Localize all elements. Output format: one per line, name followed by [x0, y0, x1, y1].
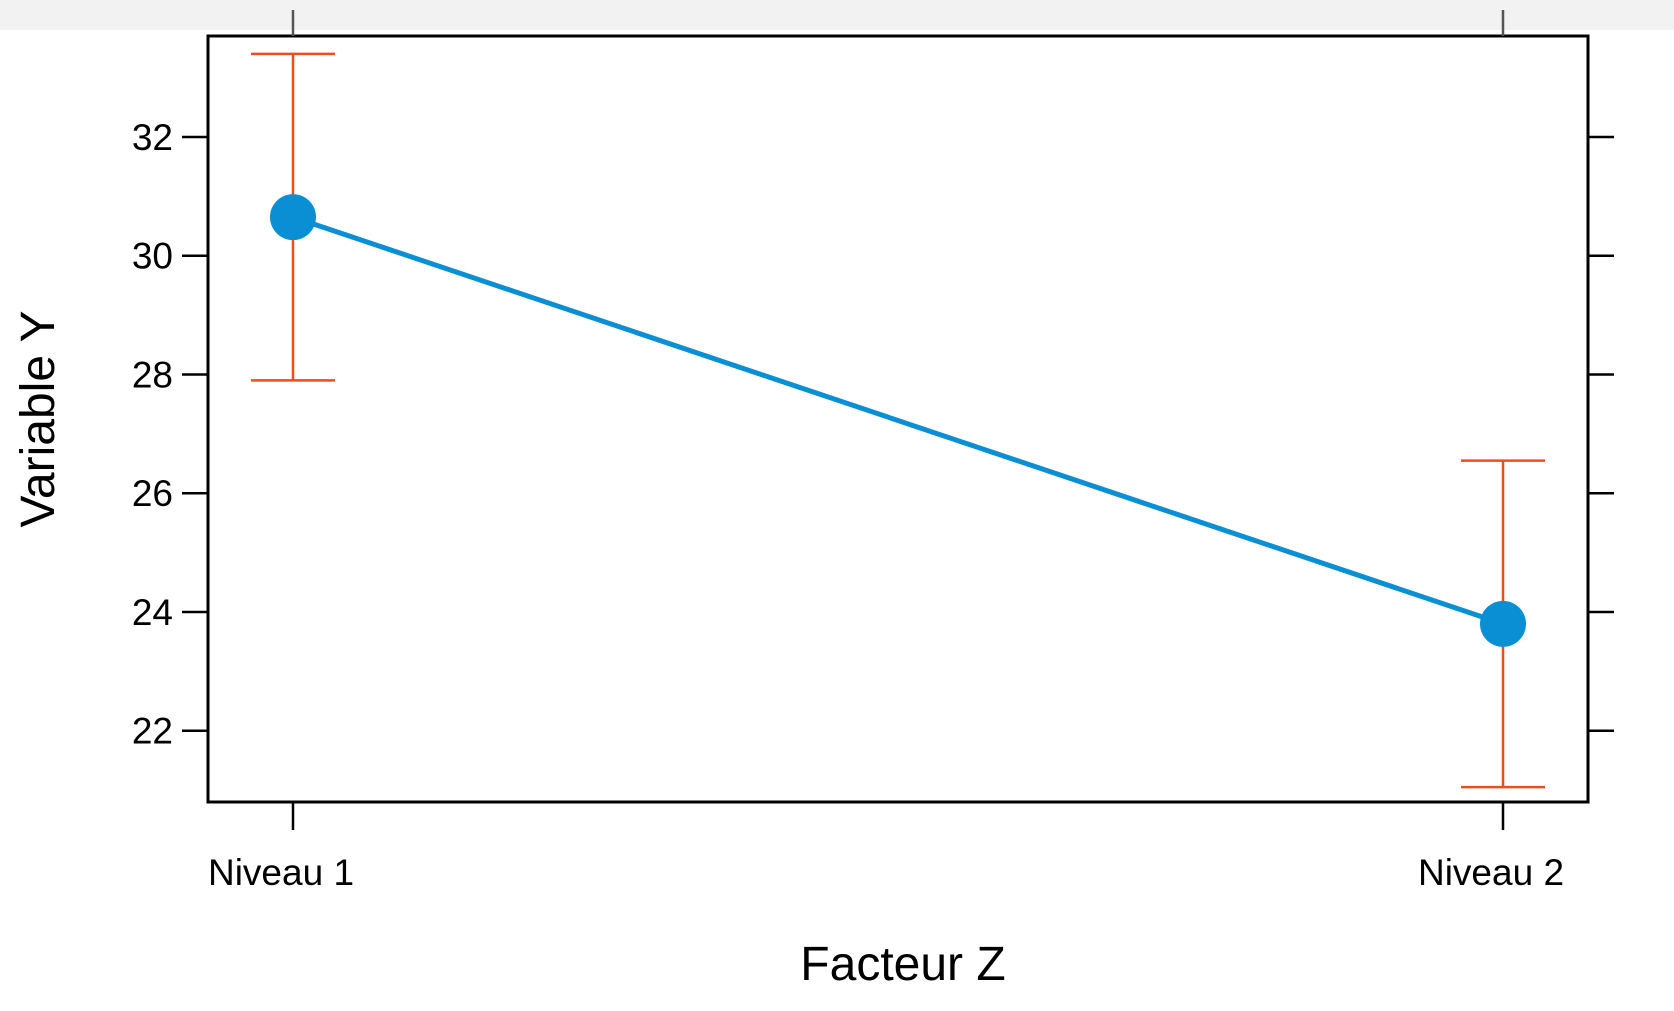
series-marks	[251, 52, 1545, 789]
data-point	[1480, 600, 1526, 647]
y-axis-right	[1588, 135, 1614, 732]
y-axis-title: Variable Y	[12, 310, 65, 527]
y-tick-label: 22	[132, 711, 173, 752]
x-axis-bottom: Niveau 1 Niveau 2	[208, 802, 1564, 893]
x-tick-label: Niveau 1	[208, 852, 354, 893]
data-point	[270, 194, 316, 241]
x-axis-title: Facteur Z	[800, 938, 1005, 991]
x-tick-label: Niveau 2	[1418, 852, 1564, 893]
x-axis-top	[291, 10, 1505, 36]
series-line	[292, 214, 1504, 627]
y-tick-label: 24	[132, 592, 173, 633]
y-tick-label: 32	[132, 117, 173, 158]
y-axis-left: 22 24 26 28 30 32	[132, 117, 208, 752]
top-strip	[0, 0, 1674, 30]
plot-frame	[206, 34, 1590, 804]
y-tick-label: 30	[132, 236, 173, 277]
y-tick-label: 26	[132, 473, 173, 514]
y-tick-label: 28	[132, 354, 173, 395]
